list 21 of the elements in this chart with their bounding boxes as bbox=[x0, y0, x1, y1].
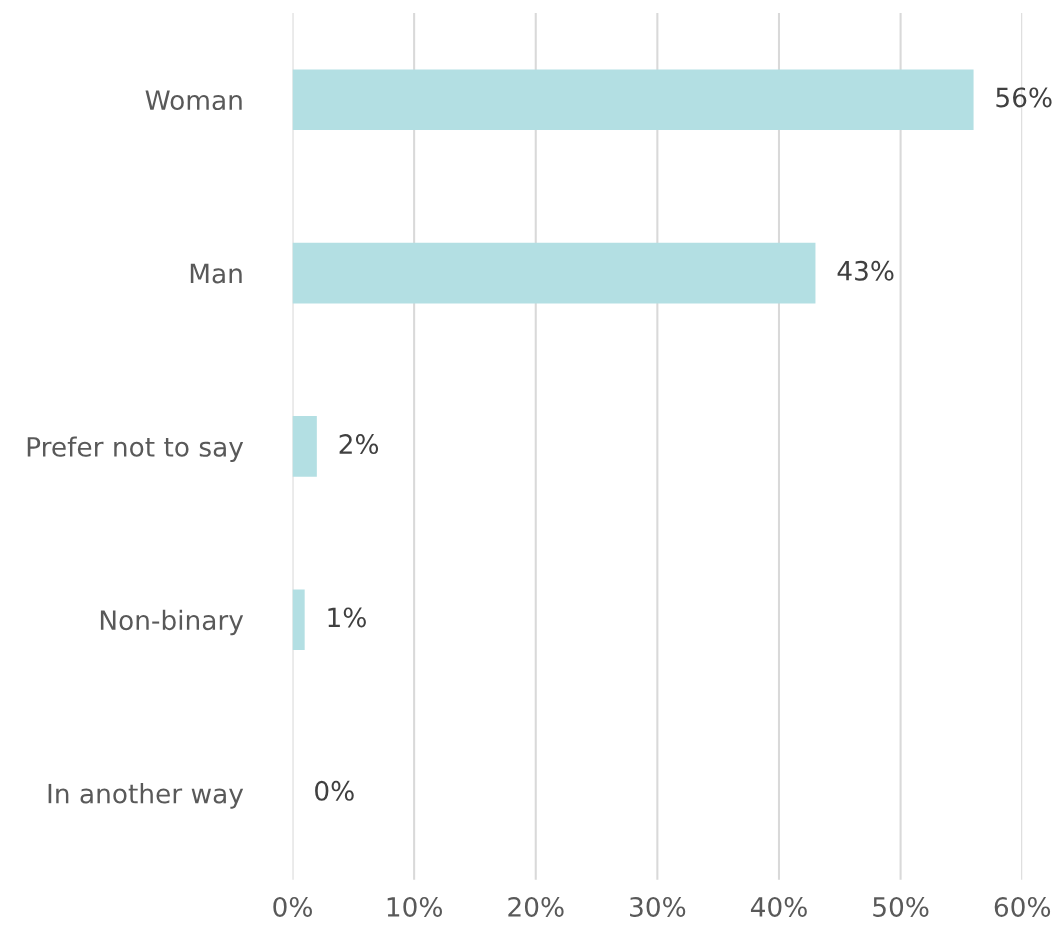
bar bbox=[292, 416, 317, 477]
y-tick-label: Woman bbox=[145, 90, 242, 111]
data-label: 43% bbox=[837, 260, 894, 281]
bar bbox=[292, 589, 305, 651]
x-tick-label: 30% bbox=[630, 896, 686, 917]
data-label: 1% bbox=[328, 607, 366, 628]
y-tick-label: Non-binary bbox=[100, 609, 244, 636]
y-tick-label: In another way bbox=[48, 783, 244, 809]
data-label: 2% bbox=[339, 434, 379, 455]
y-tick-label: Man bbox=[190, 263, 242, 284]
y-tick-label: Prefer not to say bbox=[27, 436, 244, 462]
data-label: 0% bbox=[315, 780, 354, 801]
x-tick-label: 10% bbox=[387, 896, 442, 917]
data-label: 56% bbox=[996, 87, 1052, 108]
x-tick-label: 60% bbox=[994, 896, 1051, 917]
x-tick-label: 0% bbox=[273, 896, 312, 917]
x-tick-label: 40% bbox=[750, 896, 807, 917]
x-tick-label: 20% bbox=[508, 896, 564, 917]
x-tick-label: 50% bbox=[873, 896, 929, 917]
bar bbox=[292, 69, 974, 131]
bar bbox=[292, 242, 816, 304]
